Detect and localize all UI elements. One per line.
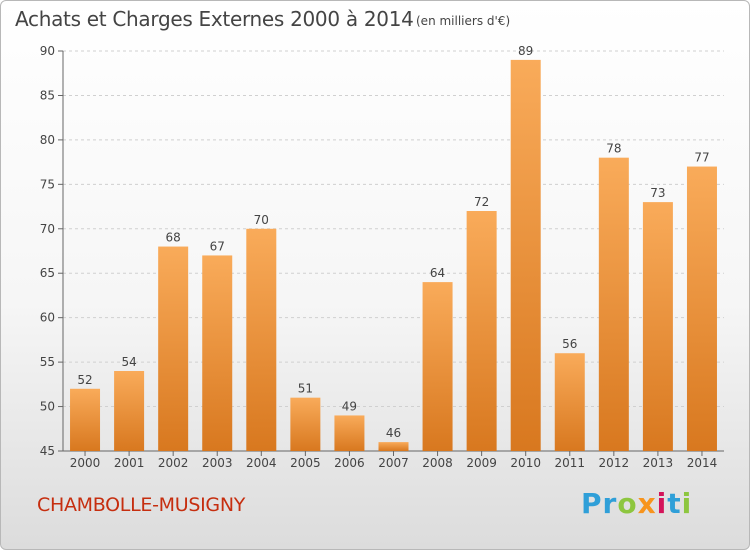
x-tick-label: 2003 xyxy=(202,456,233,470)
bar xyxy=(554,353,585,451)
bar xyxy=(114,371,145,451)
bar-value-label: 89 xyxy=(518,44,533,58)
x-tick-label: 2011 xyxy=(554,456,585,470)
bar xyxy=(466,211,497,451)
bar-value-label: 77 xyxy=(694,151,709,165)
proxiti-logo: Proxiti xyxy=(581,487,692,520)
bar xyxy=(510,59,541,452)
bar-value-label: 51 xyxy=(298,382,313,396)
x-tick-label: 2014 xyxy=(687,456,718,470)
x-tick-label: 2002 xyxy=(158,456,189,470)
bar xyxy=(202,255,233,451)
bar-value-label: 54 xyxy=(121,355,136,369)
y-tick-label: 55 xyxy=(40,355,55,369)
bar xyxy=(290,397,321,451)
logo-letter: t xyxy=(667,487,682,520)
x-tick-label: 2004 xyxy=(246,456,277,470)
bar-chart: 45 50 55 60 65 70 75 80 85 90 52 2000 54 2001 68 2002 6… xyxy=(40,44,724,470)
chart-subtitle: (en milliers d'€) xyxy=(416,14,511,28)
y-tick-label: 80 xyxy=(40,133,55,147)
logo-letter: i xyxy=(681,487,693,520)
x-tick-label: 2006 xyxy=(334,456,365,470)
logo-letter: P xyxy=(581,487,603,520)
x-tick-label: 2013 xyxy=(643,456,674,470)
bar-value-label: 73 xyxy=(650,186,665,200)
y-tick-label: 75 xyxy=(40,177,55,191)
bar-value-label: 72 xyxy=(474,195,489,209)
bar xyxy=(422,282,453,451)
x-tick-label: 2005 xyxy=(290,456,321,470)
y-tick-label: 85 xyxy=(40,88,55,102)
x-tick-label: 2007 xyxy=(378,456,409,470)
bar xyxy=(686,166,717,452)
bar-value-label: 67 xyxy=(210,239,225,253)
commune-name: CHAMBOLLE-MUSIGNY xyxy=(37,494,246,516)
bar-value-label: 46 xyxy=(386,426,401,440)
bar xyxy=(378,442,409,451)
bar-value-label: 68 xyxy=(166,231,181,245)
bar xyxy=(334,415,365,451)
bar xyxy=(246,228,277,451)
bar xyxy=(642,202,673,451)
x-tick-label: 2010 xyxy=(510,456,541,470)
bar-value-label: 49 xyxy=(342,399,357,413)
y-tick-label: 45 xyxy=(40,444,55,458)
logo-letter: x xyxy=(637,487,657,520)
x-tick-label: 2012 xyxy=(599,456,630,470)
bars xyxy=(70,59,717,452)
x-tick-label: 2000 xyxy=(70,456,101,470)
logo-letter: r xyxy=(602,487,618,520)
bar-value-label: 56 xyxy=(562,337,577,351)
x-tick-label: 2001 xyxy=(114,456,145,470)
chart-title: Achats et Charges Externes 2000 à 2014 xyxy=(15,7,414,31)
x-tick-label: 2008 xyxy=(422,456,453,470)
bar-value-label: 78 xyxy=(606,142,621,156)
x-tick-label: 2009 xyxy=(466,456,497,470)
y-tick-label: 65 xyxy=(40,266,55,280)
y-tick-label: 50 xyxy=(40,400,55,414)
y-tick-label: 90 xyxy=(40,44,55,58)
logo-letter: i xyxy=(656,487,668,520)
bar-value-label: 64 xyxy=(430,266,445,280)
bar xyxy=(598,157,629,451)
labels: 52 2000 54 2001 68 2002 67 2003 70 2004 51 2005 49 20… xyxy=(70,44,717,470)
y-tick-label: 60 xyxy=(40,311,55,325)
logo-letter: o xyxy=(617,487,638,520)
bar-value-label: 52 xyxy=(77,373,92,387)
bar xyxy=(70,388,101,451)
bar xyxy=(158,246,189,451)
y-tick-label: 70 xyxy=(40,222,55,236)
bar-value-label: 70 xyxy=(254,213,269,227)
